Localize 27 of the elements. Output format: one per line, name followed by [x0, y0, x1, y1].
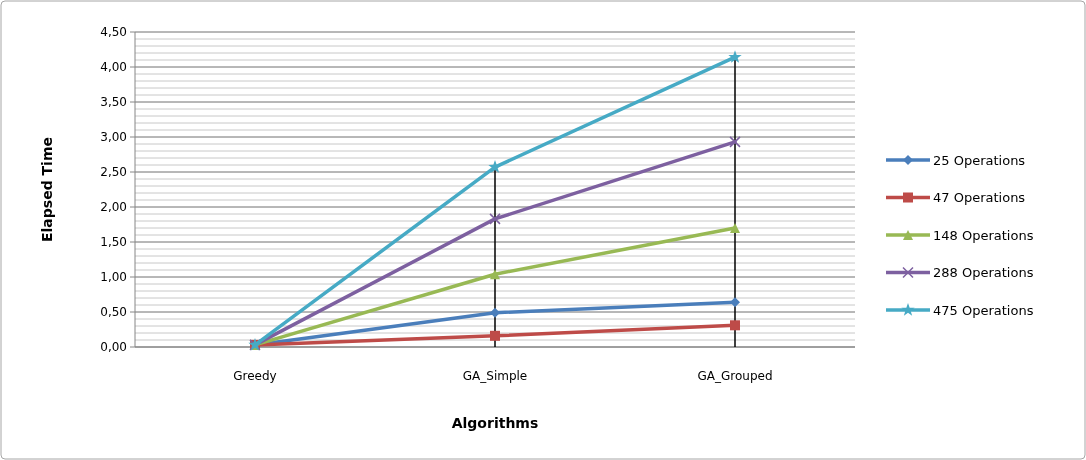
point — [490, 330, 500, 341]
y-tick-label: 1,50 — [100, 235, 127, 250]
y-tick-label: 3,50 — [100, 95, 127, 110]
x-axis-title: Algorithms — [451, 415, 539, 431]
legend-label: 288 Operations — [933, 265, 1034, 281]
x-tick-label: Greedy — [233, 369, 277, 383]
point — [490, 307, 500, 318]
legend-label: 47 Operations — [933, 190, 1026, 206]
y-tick-label: 2,00 — [100, 200, 127, 215]
x-tick-label: GA_Grouped — [697, 369, 773, 383]
y-tick-label: 2,50 — [100, 165, 127, 180]
legend-label: 25 Operations — [933, 152, 1026, 168]
point — [728, 50, 742, 63]
point — [489, 213, 501, 225]
y-tick-label: 0,50 — [100, 305, 127, 320]
legend-label: 475 Operations — [933, 302, 1034, 318]
y-tick-label: 3,00 — [100, 130, 127, 145]
legend-label: 148 Operations — [933, 227, 1034, 243]
y-tick-label: 4,50 — [100, 25, 127, 40]
y-tick-label: 4,00 — [100, 60, 127, 75]
y-tick-label: 0,00 — [100, 340, 127, 355]
y-tick-label: 1,00 — [100, 270, 127, 285]
point — [729, 136, 741, 148]
x-tick-label: GA_Simple — [462, 369, 528, 383]
point — [730, 297, 740, 308]
y-axis-title: Elapsed Time — [39, 137, 55, 242]
point — [730, 320, 740, 331]
